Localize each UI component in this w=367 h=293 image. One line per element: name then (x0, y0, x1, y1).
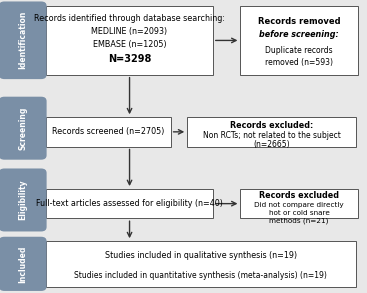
FancyBboxPatch shape (46, 117, 171, 146)
FancyBboxPatch shape (0, 168, 47, 231)
Text: Studies included in quantitative synthesis (meta-analysis) (n=19): Studies included in quantitative synthes… (75, 271, 327, 280)
FancyBboxPatch shape (187, 117, 356, 146)
Text: methods (n=21): methods (n=21) (269, 217, 329, 224)
FancyBboxPatch shape (240, 189, 358, 218)
Text: Did not compare directly: Did not compare directly (254, 202, 344, 208)
Text: removed (n=593): removed (n=593) (265, 58, 333, 67)
FancyBboxPatch shape (0, 237, 47, 291)
Text: Records excluded:: Records excluded: (230, 121, 313, 130)
FancyBboxPatch shape (0, 1, 47, 79)
Text: Screening: Screening (18, 106, 27, 150)
Text: (n=2665): (n=2665) (253, 140, 290, 149)
Text: Records screened (n=2705): Records screened (n=2705) (52, 127, 164, 136)
Text: Records removed: Records removed (258, 17, 341, 26)
Text: before screening:: before screening: (259, 30, 339, 39)
Text: Eligibility: Eligibility (18, 180, 27, 220)
Text: Studies included in qualitative synthesis (n=19): Studies included in qualitative synthesi… (105, 251, 297, 260)
FancyBboxPatch shape (46, 6, 213, 75)
Text: Full-text articles assessed for eligibility (n=40): Full-text articles assessed for eligibil… (36, 199, 223, 208)
Text: MEDLINE (n=2093): MEDLINE (n=2093) (91, 27, 167, 36)
Text: Records identified through database searching:: Records identified through database sear… (34, 14, 225, 23)
Text: hot or cold snare: hot or cold snare (269, 210, 330, 216)
Text: Non RCTs; not related to the subject: Non RCTs; not related to the subject (203, 131, 341, 140)
Text: N=3298: N=3298 (108, 54, 151, 64)
Text: Duplicate records: Duplicate records (265, 46, 333, 55)
Text: Identification: Identification (18, 11, 27, 69)
Text: EMBASE (n=1205): EMBASE (n=1205) (92, 40, 166, 49)
Text: Records excluded: Records excluded (259, 191, 339, 200)
FancyBboxPatch shape (46, 241, 356, 287)
Text: Included: Included (18, 245, 27, 282)
FancyBboxPatch shape (240, 6, 358, 75)
FancyBboxPatch shape (0, 97, 47, 160)
FancyBboxPatch shape (46, 189, 213, 218)
